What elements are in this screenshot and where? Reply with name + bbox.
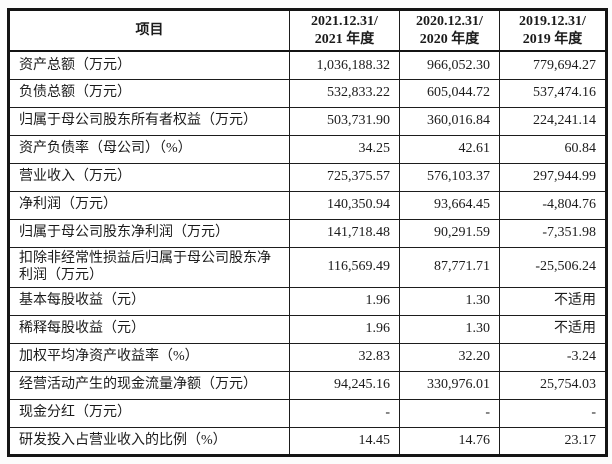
row-value-2019: 224,241.14 xyxy=(499,106,607,136)
table-row: 净利润（万元） 140,350.94 93,664.45 -4,804.76 xyxy=(8,190,607,220)
row-label: 经营活动产生的现金流量净额（万元） xyxy=(8,370,290,400)
row-value-2020: 93,664.45 xyxy=(399,190,500,220)
row-value-2019: 779,694.27 xyxy=(499,50,607,80)
row-value-2019: -3.24 xyxy=(499,342,607,372)
row-label: 营业收入（万元） xyxy=(8,162,290,192)
row-value-2019: -7,351.98 xyxy=(499,218,607,248)
key-financials-table: 项目 2021.12.31/ 2021 年度 2020.12.31/ 2020 … xyxy=(7,8,608,457)
table-row: 负债总额（万元） 532,833.22 605,044.72 537,474.1… xyxy=(8,78,607,108)
row-label: 现金分红（万元） xyxy=(8,398,290,428)
row-label: 归属于母公司股东净利润（万元） xyxy=(8,218,290,248)
header-2021-date: 2021.12.31/ xyxy=(311,14,378,29)
row-value-2021: 94,245.16 xyxy=(289,370,400,400)
row-value-2019: 60.84 xyxy=(499,134,607,164)
table-row: 现金分红（万元） - - - xyxy=(8,398,607,428)
row-label: 研发投入占营业收入的比例（%） xyxy=(8,426,290,456)
row-value-2021: - xyxy=(289,398,400,428)
row-value-2021: 116,569.49 xyxy=(289,246,400,288)
row-value-2021: 14.45 xyxy=(289,426,400,456)
row-value-2020: 360,016.84 xyxy=(399,106,500,136)
row-value-2020: 1.30 xyxy=(399,314,500,344)
table-row: 扣除非经常性损益后归属于母公司股东净利润（万元） 116,569.49 87,7… xyxy=(8,246,607,288)
row-value-2020: 32.20 xyxy=(399,342,500,372)
table-row: 归属于母公司股东净利润（万元） 141,718.48 90,291.59 -7,… xyxy=(8,218,607,248)
header-2021-year: 2021 年度 xyxy=(314,31,375,47)
row-value-2021: 532,833.22 xyxy=(289,78,400,108)
row-value-2020: 605,044.72 xyxy=(399,78,500,108)
row-value-2020: 90,291.59 xyxy=(399,218,500,248)
row-value-2021: 140,350.94 xyxy=(289,190,400,220)
table-row: 资产负债率（母公司）（%） 34.25 42.61 60.84 xyxy=(8,134,607,164)
row-value-2019: - xyxy=(499,398,607,428)
row-value-2021: 503,731.90 xyxy=(289,106,400,136)
row-label: 基本每股收益（元） xyxy=(8,286,290,316)
row-value-2020: 1.30 xyxy=(399,286,500,316)
row-value-2021: 725,375.57 xyxy=(289,162,400,192)
row-value-2019: 23.17 xyxy=(499,426,607,456)
header-item-label: 项目 xyxy=(135,22,164,38)
table-row: 基本每股收益（元） 1.96 1.30 不适用 xyxy=(8,286,607,316)
row-value-2021: 34.25 xyxy=(289,134,400,164)
row-value-2021: 1.96 xyxy=(289,286,400,316)
row-value-2019: -4,804.76 xyxy=(499,190,607,220)
row-label: 资产负债率（母公司）（%） xyxy=(8,134,290,164)
row-value-2021: 32.83 xyxy=(289,342,400,372)
row-value-2019: 297,944.99 xyxy=(499,162,607,192)
header-2019-date: 2019.12.31/ xyxy=(519,14,586,29)
row-value-2019: 不适用 xyxy=(499,314,607,344)
row-value-2019: 537,474.16 xyxy=(499,78,607,108)
row-value-2021: 1,036,188.32 xyxy=(289,50,400,80)
table-row: 营业收入（万元） 725,375.57 576,103.37 297,944.9… xyxy=(8,162,607,192)
header-2019-year: 2019 年度 xyxy=(522,31,583,47)
table-row: 归属于母公司股东所有者权益（万元） 503,731.90 360,016.84 … xyxy=(8,106,607,136)
row-label: 扣除非经常性损益后归属于母公司股东净利润（万元） xyxy=(8,246,290,288)
row-value-2020: 966,052.30 xyxy=(399,50,500,80)
row-value-2020: 14.76 xyxy=(399,426,500,456)
row-label: 稀释每股收益（元） xyxy=(8,314,290,344)
header-2020-date: 2020.12.31/ xyxy=(416,14,483,29)
row-value-2019: 25,754.03 xyxy=(499,370,607,400)
header-2020-year: 2020 年度 xyxy=(419,31,480,47)
row-value-2020: 87,771.71 xyxy=(399,246,500,288)
row-label: 负债总额（万元） xyxy=(8,78,290,108)
row-label: 资产总额（万元） xyxy=(8,50,290,80)
table-row: 加权平均净资产收益率（%） 32.83 32.20 -3.24 xyxy=(8,342,607,372)
row-value-2020: - xyxy=(399,398,500,428)
row-label: 加权平均净资产收益率（%） xyxy=(8,342,290,372)
row-value-2021: 141,718.48 xyxy=(289,218,400,248)
row-value-2020: 330,976.01 xyxy=(399,370,500,400)
table-row: 研发投入占营业收入的比例（%） 14.45 14.76 23.17 xyxy=(8,426,607,456)
header-period-2020: 2020.12.31/ 2020 年度 xyxy=(399,9,500,52)
row-label: 净利润（万元） xyxy=(8,190,290,220)
row-value-2019: -25,506.24 xyxy=(499,246,607,288)
table-row: 资产总额（万元） 1,036,188.32 966,052.30 779,694… xyxy=(8,50,607,80)
row-value-2019: 不适用 xyxy=(499,286,607,316)
row-value-2020: 576,103.37 xyxy=(399,162,500,192)
header-period-2019: 2019.12.31/ 2019 年度 xyxy=(499,9,607,52)
table-row: 稀释每股收益（元） 1.96 1.30 不适用 xyxy=(8,314,607,344)
financial-table-container: 项目 2021.12.31/ 2021 年度 2020.12.31/ 2020 … xyxy=(7,8,608,457)
row-label: 归属于母公司股东所有者权益（万元） xyxy=(8,106,290,136)
header-item: 项目 xyxy=(8,9,290,52)
header-period-2021: 2021.12.31/ 2021 年度 xyxy=(289,9,400,52)
row-value-2021: 1.96 xyxy=(289,314,400,344)
row-value-2020: 42.61 xyxy=(399,134,500,164)
table-row: 经营活动产生的现金流量净额（万元） 94,245.16 330,976.01 2… xyxy=(8,370,607,400)
table-header-row: 项目 2021.12.31/ 2021 年度 2020.12.31/ 2020 … xyxy=(8,9,607,52)
